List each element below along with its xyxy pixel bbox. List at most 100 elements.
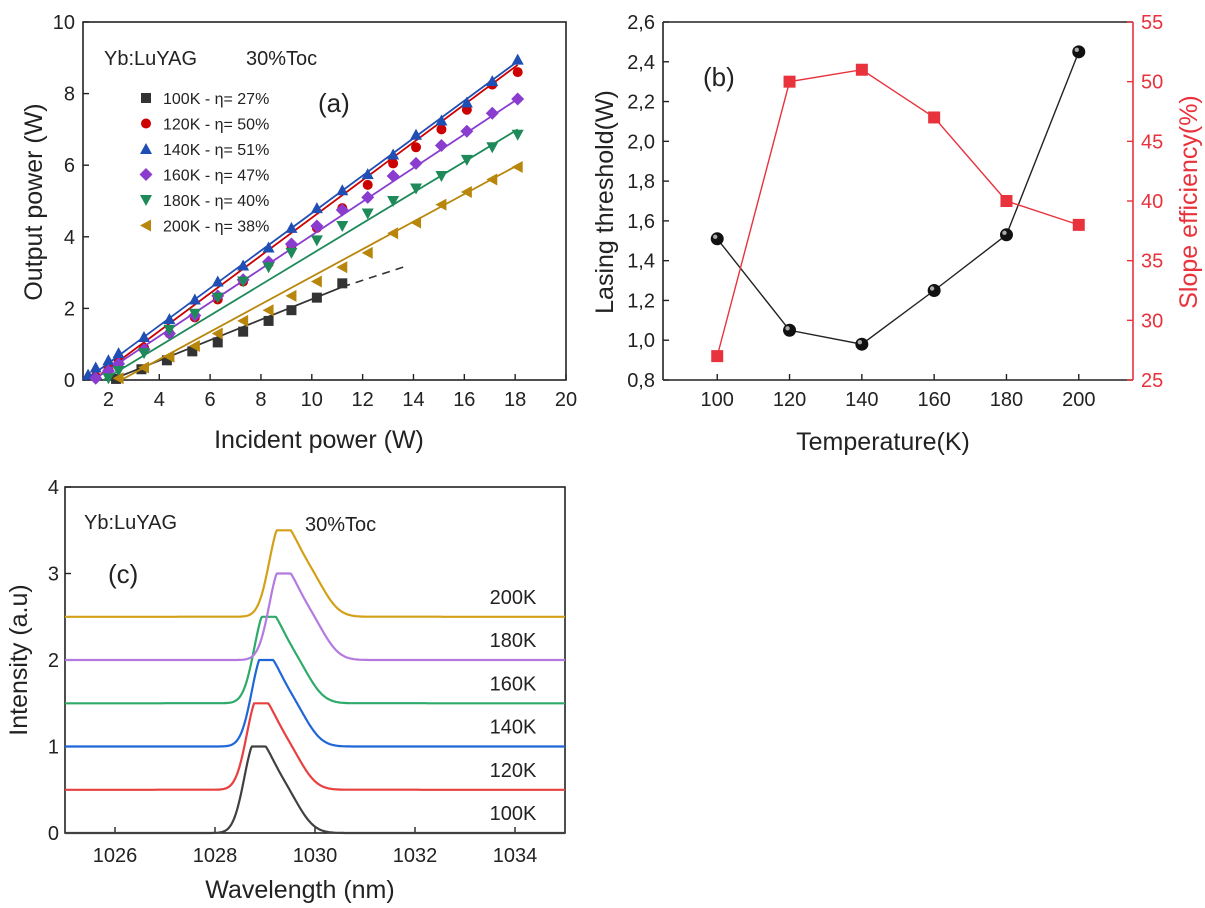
x-tick-label-a: 14	[402, 389, 424, 411]
data-point	[435, 170, 448, 182]
panel-c-label: (c)	[108, 559, 138, 589]
data-point	[335, 203, 349, 217]
data-point	[262, 241, 275, 253]
data-point	[89, 361, 102, 373]
data-point	[211, 292, 224, 304]
spectrum-line	[65, 658, 565, 748]
legend-marker	[140, 143, 152, 154]
y-tick-label-b: 2,4	[627, 52, 655, 74]
y-tick-label-b: 1,4	[627, 251, 655, 273]
data-point	[163, 350, 175, 363]
spectrum-line	[65, 745, 565, 835]
spectrum-temperature-label: 120K	[490, 760, 537, 782]
threshold-point-highlight	[929, 286, 935, 291]
panel-c-xlabel: Wavelength (nm)	[205, 876, 394, 904]
data-point	[387, 148, 400, 160]
y2-tick-label-b: 25	[1141, 370, 1163, 392]
data-point	[285, 289, 297, 302]
data-point	[410, 216, 422, 229]
threshold-point-highlight	[713, 234, 718, 239]
data-point	[238, 326, 249, 337]
y-tick-label-b: 1,2	[627, 290, 655, 312]
panel-a-ylabel: Output power (W)	[20, 103, 48, 300]
data-point	[511, 129, 524, 141]
data-point	[285, 221, 298, 233]
panel-b-ylabel: Lasing threshold(W)	[591, 90, 619, 314]
data-point	[337, 278, 348, 289]
x-tick-label-a: 12	[352, 389, 374, 411]
slope-efficiency-point	[855, 63, 868, 76]
data-point	[387, 227, 399, 240]
y-tick-label-b: 0,8	[627, 370, 655, 392]
spectrum-line	[65, 572, 565, 662]
y-tick-label-c: 3	[48, 564, 59, 586]
spectrum-line	[65, 529, 565, 618]
panel-c-annotation2: 30%Toc	[305, 514, 376, 536]
y-tick-label-a: 2	[64, 298, 75, 320]
data-point	[511, 53, 524, 65]
legend-label: 120K - η= 50%	[163, 117, 269, 134]
slope-efficiency-point	[711, 350, 724, 363]
threshold-point	[710, 232, 724, 246]
y2-tick-label-b: 55	[1141, 12, 1163, 34]
x-tick-label-c: 1028	[193, 845, 238, 867]
data-point	[163, 313, 176, 325]
data-point	[237, 276, 250, 288]
data-point	[436, 124, 447, 135]
data-point	[460, 186, 472, 199]
x-tick-label-b: 200	[1062, 389, 1095, 411]
panel-b-xlabel: Temperature(K)	[796, 428, 970, 456]
data-point	[486, 75, 499, 87]
data-point	[486, 173, 498, 186]
data-point	[138, 331, 151, 343]
legend-marker	[140, 195, 152, 206]
data-point	[310, 235, 323, 247]
y2-tick-label-b: 40	[1141, 191, 1163, 213]
spectrum-temperature-label: 160K	[490, 673, 537, 695]
data-point	[409, 156, 423, 170]
slope-efficiency-point	[928, 111, 941, 124]
legend-label: 140K - η= 51%	[163, 142, 269, 159]
threshold-point-highlight	[1002, 230, 1007, 236]
y-tick-label-c: 4	[48, 477, 59, 499]
y-tick-label-a: 4	[64, 227, 75, 249]
data-point	[434, 139, 448, 153]
panel-c-annotation: Yb:LuYAG	[84, 512, 177, 534]
data-point	[112, 347, 125, 359]
fit-line	[102, 128, 519, 381]
fit-line	[120, 164, 519, 381]
y2-tick-label-b: 50	[1141, 72, 1163, 94]
y-tick-label-b: 1,0	[627, 330, 655, 352]
data-point	[138, 361, 150, 374]
data-point	[89, 371, 103, 385]
panel-a-annotation2: 30%Toc	[246, 48, 317, 70]
data-point	[237, 259, 250, 271]
spectrum-temperature-label: 200K	[490, 587, 537, 609]
slope-efficiency-point	[1000, 195, 1013, 207]
x-tick-label-c: 1032	[393, 845, 438, 867]
data-point	[188, 293, 201, 305]
data-point	[511, 92, 525, 106]
data-point	[262, 262, 275, 274]
data-point	[361, 208, 374, 220]
legend-label: 100K - η= 27%	[163, 91, 269, 108]
legend-label: 200K - η= 38%	[163, 219, 269, 236]
spectrum-temperature-label: 140K	[490, 717, 537, 739]
data-point	[435, 198, 447, 211]
y-tick-label-a: 8	[64, 84, 75, 106]
data-point	[112, 366, 125, 378]
panel-b: 100 120 140 160 180 200 0,8 1,0 1,2 1,4 1,6 1,8 2,0 2…	[591, 12, 1203, 456]
legend-marker	[140, 219, 151, 232]
data-point	[410, 128, 423, 140]
fit-line	[85, 60, 519, 381]
data-point	[361, 190, 375, 204]
data-point	[486, 142, 499, 154]
legend-marker	[141, 118, 151, 129]
data-point	[188, 339, 200, 352]
data-point	[188, 308, 201, 320]
data-point	[310, 219, 324, 233]
y2-tick-label-b: 45	[1141, 131, 1163, 153]
x-tick-label-b: 120	[773, 389, 806, 411]
x-tick-label-b: 180	[990, 389, 1023, 411]
data-point	[460, 124, 474, 138]
